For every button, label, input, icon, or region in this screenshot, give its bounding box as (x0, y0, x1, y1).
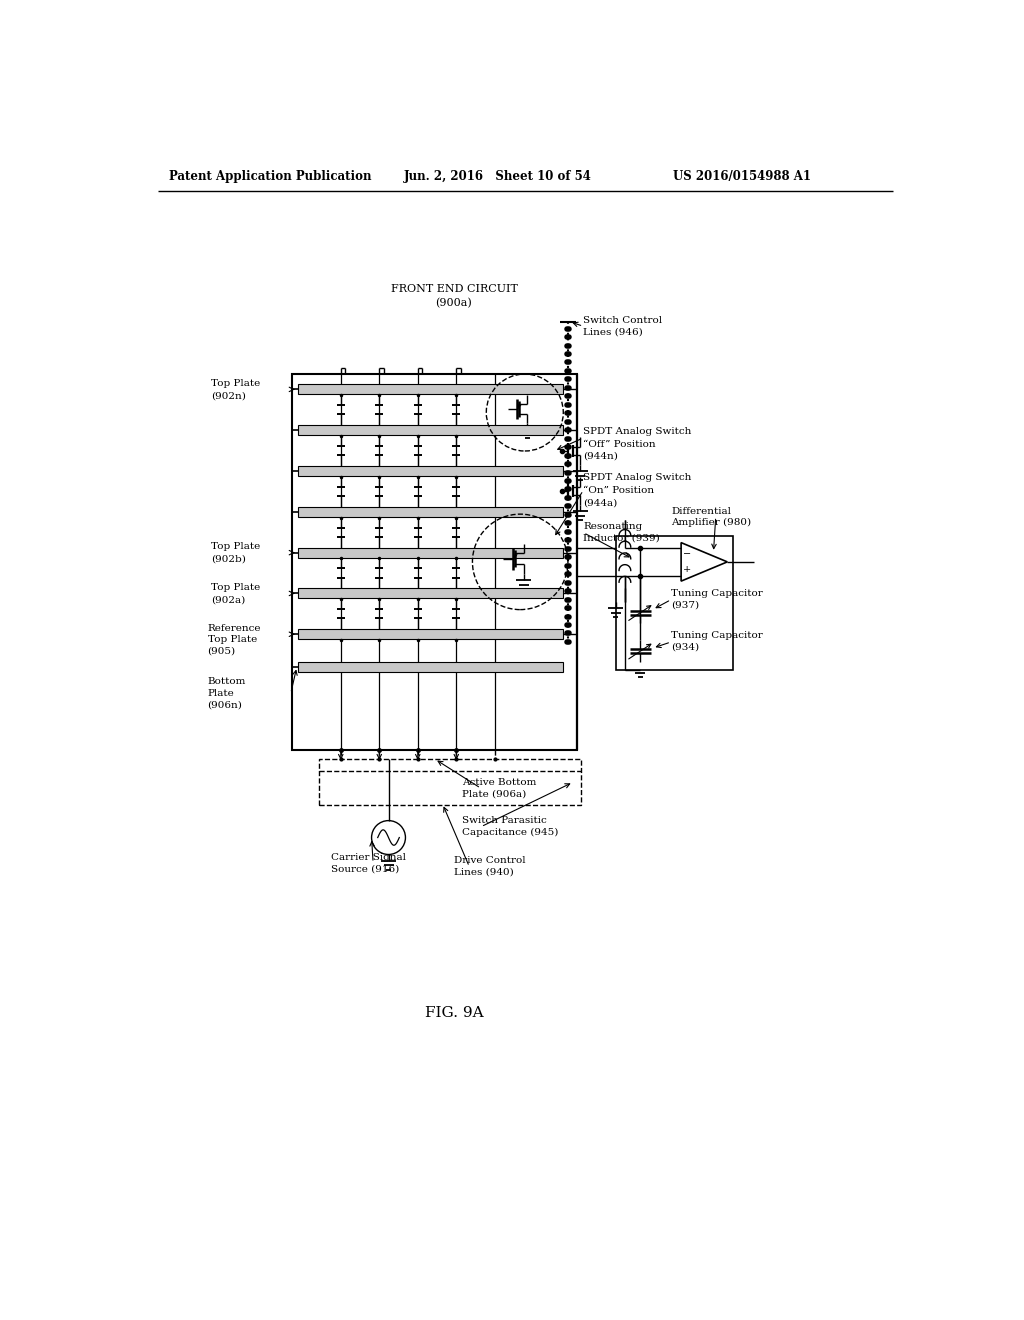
Text: Capacitance (945): Capacitance (945) (462, 828, 558, 837)
Text: Tuning Capacitor: Tuning Capacitor (671, 631, 763, 640)
Text: +: + (683, 565, 691, 574)
Text: FIG. 9A: FIG. 9A (425, 1006, 483, 1020)
Text: Plate (906a): Plate (906a) (462, 789, 526, 799)
Text: “Off” Position: “Off” Position (584, 440, 656, 449)
Text: Switch Parasitic: Switch Parasitic (462, 816, 547, 825)
Text: Switch Control: Switch Control (584, 315, 663, 325)
Bar (319, 759, 581, 805)
Text: Drive Control: Drive Control (454, 857, 525, 865)
Text: Active Bottom: Active Bottom (462, 777, 536, 787)
Text: Bottom: Bottom (208, 677, 246, 686)
Text: Top Plate: Top Plate (211, 379, 261, 388)
Text: Tuning Capacitor: Tuning Capacitor (671, 589, 763, 598)
Text: “On” Position: “On” Position (584, 486, 654, 495)
Text: Jun. 2, 2016   Sheet 10 of 54: Jun. 2, 2016 Sheet 10 of 54 (403, 170, 592, 183)
Text: Top Plate: Top Plate (211, 583, 261, 591)
Bar (298, 661, 563, 672)
Bar (298, 548, 563, 557)
Text: Source (916): Source (916) (331, 865, 399, 874)
Text: Top Plate: Top Plate (211, 543, 261, 550)
Text: Patent Application Publication: Patent Application Publication (169, 170, 372, 183)
Bar (298, 425, 563, 436)
Text: (944n): (944n) (584, 451, 618, 461)
Bar (298, 630, 563, 639)
Text: (902n): (902n) (211, 391, 247, 400)
Text: Top Plate: Top Plate (208, 635, 257, 644)
Text: (906n): (906n) (208, 701, 243, 710)
Bar (292, 374, 578, 750)
Bar (615, 536, 733, 671)
Bar (298, 384, 563, 395)
Text: Reference: Reference (208, 623, 261, 632)
Text: Carrier Signal: Carrier Signal (331, 853, 406, 862)
Text: (905): (905) (208, 647, 236, 656)
Text: Plate: Plate (208, 689, 234, 698)
Text: (902b): (902b) (211, 554, 247, 564)
Text: (944a): (944a) (584, 498, 617, 507)
Text: −: − (683, 549, 691, 558)
Text: (900a): (900a) (435, 298, 472, 309)
Text: SPDT Analog Switch: SPDT Analog Switch (584, 428, 691, 436)
Bar (298, 589, 563, 598)
Text: (902a): (902a) (211, 595, 246, 605)
Text: Amplifier (980): Amplifier (980) (671, 517, 752, 527)
Text: Lines (940): Lines (940) (454, 867, 514, 876)
Text: (934): (934) (671, 643, 699, 652)
Text: FRONT END CIRCUIT: FRONT END CIRCUIT (390, 284, 517, 294)
Bar (298, 466, 563, 477)
Text: Resonating: Resonating (584, 521, 643, 531)
Text: US 2016/0154988 A1: US 2016/0154988 A1 (674, 170, 811, 183)
Text: (937): (937) (671, 601, 699, 610)
Text: Inductor (939): Inductor (939) (584, 533, 660, 543)
Text: SPDT Analog Switch: SPDT Analog Switch (584, 474, 691, 482)
Text: Lines (946): Lines (946) (584, 327, 643, 337)
Text: Differential: Differential (671, 507, 731, 516)
Bar (298, 507, 563, 517)
